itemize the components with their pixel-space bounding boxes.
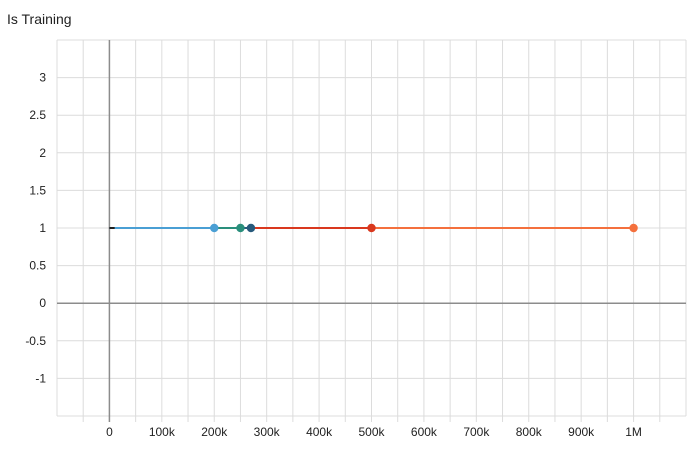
x-tick-label: 0 bbox=[106, 425, 113, 439]
x-tick-label: 400k bbox=[306, 425, 333, 439]
x-tick-label: 600k bbox=[411, 425, 438, 439]
y-tick-label: 1 bbox=[39, 221, 46, 235]
y-tick-label: -0.5 bbox=[25, 334, 46, 348]
series-point-5 bbox=[629, 223, 638, 233]
axes bbox=[57, 40, 686, 422]
y-tick-label: 2 bbox=[39, 146, 46, 160]
x-tick-label: 200k bbox=[201, 425, 228, 439]
series-point-2 bbox=[236, 223, 245, 233]
y-tick-label: 2.5 bbox=[29, 108, 46, 122]
marker-group bbox=[210, 223, 638, 233]
y-tick-label: 3 bbox=[39, 71, 46, 85]
y-tick-label: 1.5 bbox=[29, 183, 46, 197]
y-tick-label: 0.5 bbox=[29, 259, 46, 273]
y-tick-labels: -1 -0.5 0 0.5 1 1.5 2 2.5 3 bbox=[25, 71, 46, 386]
x-tick-label: 500k bbox=[358, 425, 385, 439]
series-point-4 bbox=[367, 223, 376, 233]
y-tick-label: 0 bbox=[39, 296, 46, 310]
x-tick-labels: 0 100k 200k 300k 400k 500k 600k 700k 800k 900k 1M bbox=[106, 425, 642, 439]
x-tick-label: 800k bbox=[516, 425, 543, 439]
x-tick-label: 300k bbox=[254, 425, 281, 439]
y-tick-label: -1 bbox=[35, 371, 46, 385]
series-point-3 bbox=[246, 223, 256, 233]
x-tick-label: 700k bbox=[463, 425, 490, 439]
chart-title: Is Training bbox=[7, 11, 72, 27]
x-tick-label: 100k bbox=[149, 425, 176, 439]
x-tick-label: 1M bbox=[625, 425, 642, 439]
series-point-1 bbox=[210, 223, 219, 233]
x-tick-label: 900k bbox=[568, 425, 595, 439]
